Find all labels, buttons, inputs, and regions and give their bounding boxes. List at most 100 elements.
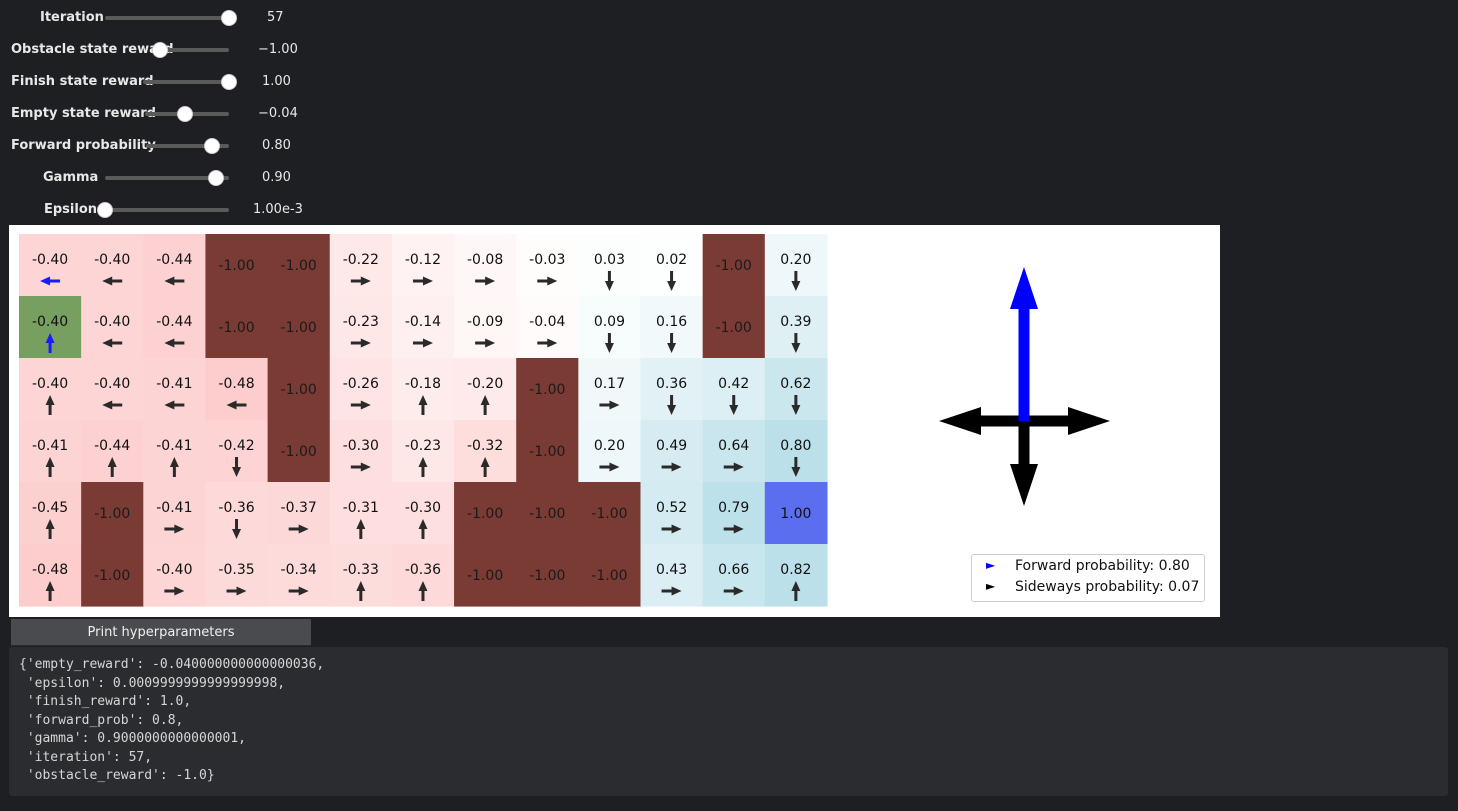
gridworld-cells: -0.40 -0.40 -0.44 -1.00 -1.00 -0.22 -0.12 -0.08… — [19, 234, 828, 607]
cell-value: -1.00 — [529, 568, 565, 584]
gamma-slider-track[interactable] — [105, 176, 229, 180]
cell-value: 0.09 — [594, 314, 625, 330]
grid-cell — [578, 358, 642, 421]
epsilon-value: 1.00e-3 — [253, 202, 303, 217]
arrow-head — [102, 276, 113, 286]
arrow-head — [418, 395, 428, 405]
obstacle-cell — [454, 544, 517, 607]
forward-prob-slider-handle[interactable] — [204, 138, 220, 154]
epsilon-slider-row: Epsilon 1.00e-3 — [0, 193, 340, 225]
obstacle-reward-slider-track[interactable] — [152, 48, 229, 52]
cell-value: -0.20 — [467, 376, 503, 392]
grid-cell — [19, 234, 82, 297]
cell-value: -0.30 — [405, 500, 441, 516]
grid-cell — [267, 544, 331, 607]
arrow-head — [480, 457, 490, 467]
arrow-head — [791, 343, 801, 353]
print-hyperparameters-button[interactable]: Print hyperparameters — [11, 619, 311, 645]
cell-value: -1.00 — [218, 258, 254, 274]
cell-value: -0.41 — [156, 376, 192, 392]
grid-cell — [702, 420, 766, 483]
arrow-right-icon — [1068, 407, 1110, 435]
arrow-down-icon — [729, 395, 739, 415]
grid-cell — [81, 296, 144, 359]
obstacle-cell — [205, 234, 269, 297]
obstacle-reward-label: Obstacle state reward — [11, 42, 174, 57]
arrow-head — [547, 276, 558, 286]
arrow-down-icon — [232, 457, 242, 477]
grid-cell — [143, 234, 207, 297]
cell-value: 0.02 — [656, 252, 687, 268]
epsilon-slider-handle[interactable] — [97, 202, 113, 218]
arrow-up-icon — [418, 457, 428, 477]
arrow-left-icon — [40, 276, 61, 286]
cell-value: -0.40 — [32, 252, 68, 268]
grid-cell — [143, 296, 207, 359]
sideways-marker-icon: ► — [986, 579, 996, 593]
arrow-up-icon — [45, 519, 55, 539]
arrow-right-icon — [350, 400, 371, 410]
arrow-up-icon — [480, 395, 490, 415]
arrow-left-icon — [164, 276, 185, 286]
forward-marker-icon: ► — [986, 558, 996, 572]
obstacle-cell — [516, 358, 579, 421]
iteration-slider-handle[interactable] — [221, 10, 237, 26]
obstacle-reward-slider-handle[interactable] — [152, 42, 168, 58]
arrow-down-icon — [791, 395, 801, 415]
grid-cell — [143, 544, 207, 607]
arrow-left-icon — [164, 400, 185, 410]
arrow-head — [667, 405, 677, 415]
arrow-head — [729, 405, 739, 415]
empty-reward-slider-row: Empty state reward −0.04 — [0, 97, 340, 129]
grid-cell — [329, 296, 393, 359]
obstacle-cell — [516, 420, 579, 483]
arrow-head — [45, 333, 55, 343]
gamma-slider-handle[interactable] — [208, 170, 224, 186]
arrow-head — [164, 338, 175, 348]
obstacle-cell — [267, 296, 331, 359]
epsilon-slider-track[interactable] — [105, 208, 229, 212]
legend-forward-text: Forward probability: 0.80 — [1015, 558, 1190, 574]
legend-sideways-row: ► Sideways probability: 0.07 — [972, 578, 1204, 598]
obstacle-cell — [454, 482, 517, 545]
arrow-head — [791, 405, 801, 415]
cell-value: -0.40 — [94, 252, 130, 268]
cell-value: -0.40 — [32, 376, 68, 392]
obstacle-cell — [267, 420, 331, 483]
obstacle-cell — [516, 482, 579, 545]
empty-reward-slider-handle[interactable] — [177, 106, 193, 122]
probability-legend: ► Forward probability: 0.80 ► Sideways p… — [971, 554, 1205, 602]
arrow-right-icon — [599, 462, 620, 472]
arrow-head — [356, 519, 366, 529]
arrow-head — [733, 462, 744, 472]
finish-reward-slider-handle[interactable] — [221, 74, 237, 90]
finish-reward-slider-track[interactable] — [143, 80, 229, 84]
grid-cell — [267, 482, 331, 545]
cell-value: -0.41 — [156, 438, 192, 454]
grid-cell — [578, 420, 642, 483]
arrow-right-icon — [723, 462, 744, 472]
gamma-label: Gamma — [43, 170, 99, 185]
cell-value: -1.00 — [281, 444, 317, 460]
cell-value: -0.31 — [343, 500, 379, 516]
arrow-head — [791, 581, 801, 591]
obstacle-cell — [702, 234, 766, 297]
iteration-slider-track[interactable] — [105, 16, 229, 20]
arrow-up-icon — [45, 395, 55, 415]
cell-value: -1.00 — [529, 506, 565, 522]
arrow-right-icon — [350, 462, 371, 472]
grid-cell — [640, 482, 704, 545]
finish-cell — [764, 482, 828, 545]
grid-cell — [640, 420, 704, 483]
grid-cell — [702, 482, 766, 545]
arrow-head — [232, 529, 242, 539]
arrow-up-icon — [418, 395, 428, 415]
grid-cell — [329, 420, 393, 483]
arrow-head — [733, 524, 744, 534]
arrow-right-icon — [661, 462, 682, 472]
arrow-up-icon — [107, 457, 117, 477]
forward-prob-slider-track[interactable] — [146, 144, 229, 148]
cell-value: -0.14 — [405, 314, 441, 330]
legend-forward-row: ► Forward probability: 0.80 — [972, 557, 1204, 577]
cell-value: -0.44 — [156, 252, 192, 268]
